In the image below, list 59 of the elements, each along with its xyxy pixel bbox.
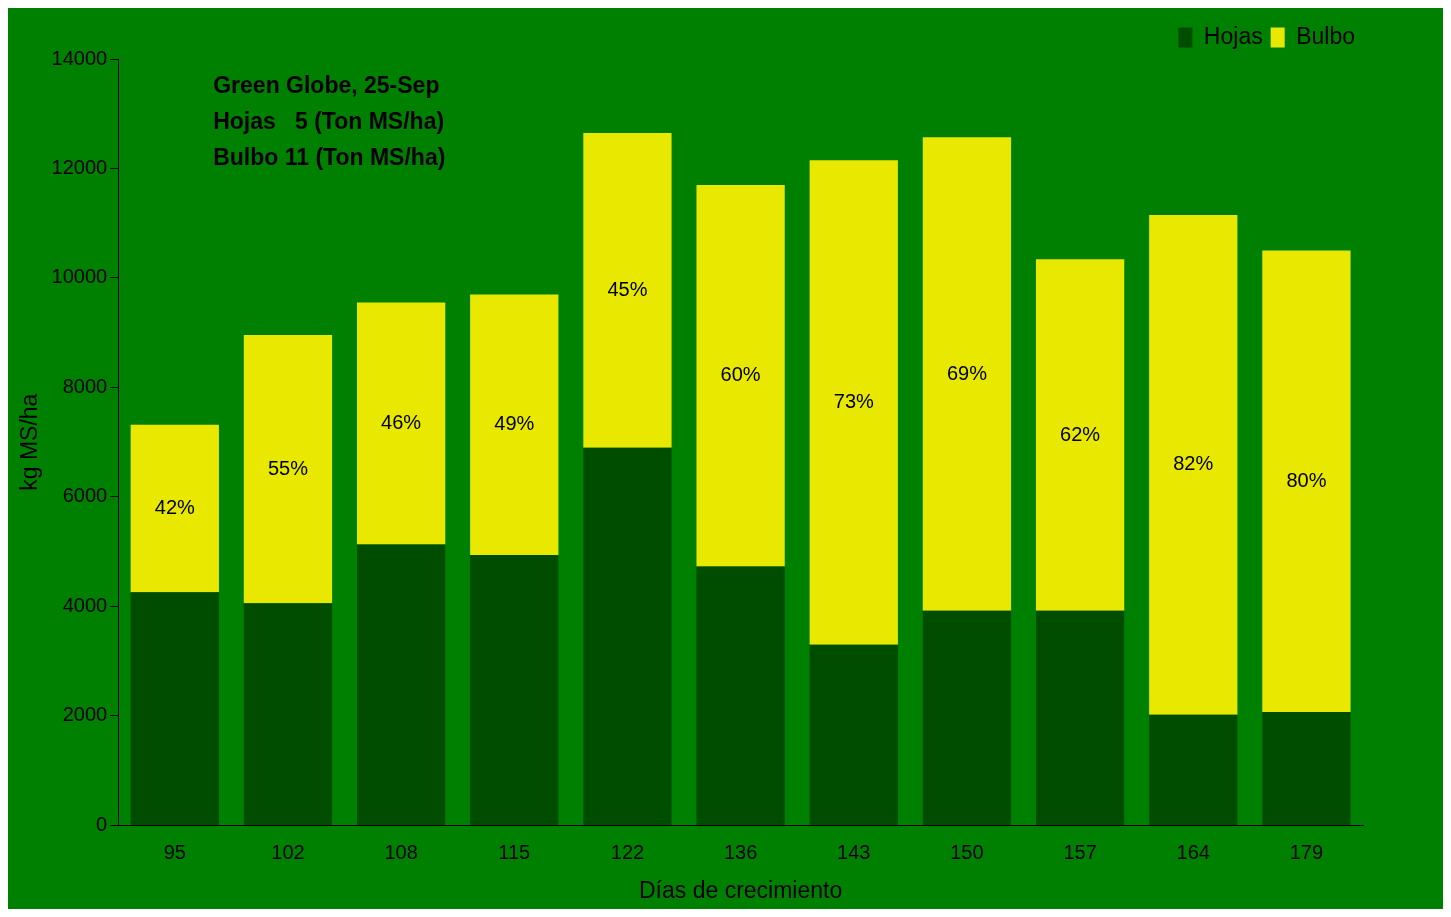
bar [696, 184, 785, 567]
bar [1262, 250, 1351, 713]
bar [922, 137, 1012, 611]
y-tick-label: 10000 [51, 265, 108, 288]
bar [922, 610, 1012, 825]
bar [356, 302, 446, 545]
y-tick-label: 4000 [62, 593, 108, 616]
annotation: Hojas 5 (Ton MS/ha) [213, 107, 445, 134]
y-tick-label: 12000 [51, 156, 108, 178]
bar [1149, 215, 1238, 715]
bar [470, 294, 559, 555]
x-tick-label: 115 [498, 840, 531, 863]
annotation: 46% [381, 411, 422, 434]
annotation: Bulbo 11 (Ton MS/ha) [213, 143, 446, 170]
x-tick-label: 136 [723, 840, 758, 863]
annotation: 80% [1286, 468, 1327, 491]
annotation: 82% [1173, 452, 1214, 475]
y-tick-label: 2000 [62, 703, 108, 726]
bar [1035, 259, 1125, 611]
annotation: 49% [494, 412, 535, 435]
x-axis-title: Días de crecimiento [638, 876, 843, 903]
y-axis-title: kg MS/ha [16, 393, 43, 491]
bar [243, 603, 333, 825]
bar [1262, 712, 1351, 825]
legend-label: Bulbo [1296, 22, 1355, 49]
x-tick-label: 102 [271, 840, 305, 863]
y-tick-label: 14000 [51, 46, 108, 69]
x-tick-label: 143 [837, 840, 871, 863]
x-tick-label: 150 [950, 840, 984, 863]
annotation: 55% [267, 456, 309, 479]
y-tick-label: 6000 [62, 484, 108, 507]
x-tick-label: 164 [1176, 840, 1210, 863]
bar [130, 424, 219, 593]
bar [243, 334, 333, 604]
y-tick-label: 8000 [62, 374, 108, 397]
x-tick-label: 95 [163, 840, 186, 863]
x-tick-label: 108 [384, 840, 418, 863]
bar [1035, 610, 1125, 825]
bar [583, 447, 672, 825]
annotation: 60% [720, 363, 761, 386]
legend-label: Hojas [1203, 22, 1263, 49]
bar [1149, 714, 1238, 825]
annotation: 69% [946, 361, 988, 384]
bar [470, 554, 559, 825]
bar [583, 132, 672, 448]
annotation: 73% [833, 390, 874, 413]
annotation: 45% [607, 277, 648, 300]
bar [356, 544, 446, 825]
bar [130, 592, 219, 825]
x-tick-label: 122 [610, 840, 645, 863]
y-tick-label: 0 [96, 812, 108, 835]
annotation: 62% [1060, 422, 1101, 445]
annotation: Green Globe, 25-Sep [213, 71, 440, 98]
bar [696, 566, 785, 825]
x-tick-label: 179 [1289, 840, 1324, 863]
x-tick-label: 157 [1063, 840, 1097, 863]
bar [809, 160, 898, 645]
bar [809, 644, 898, 825]
annotation: 42% [154, 495, 196, 518]
